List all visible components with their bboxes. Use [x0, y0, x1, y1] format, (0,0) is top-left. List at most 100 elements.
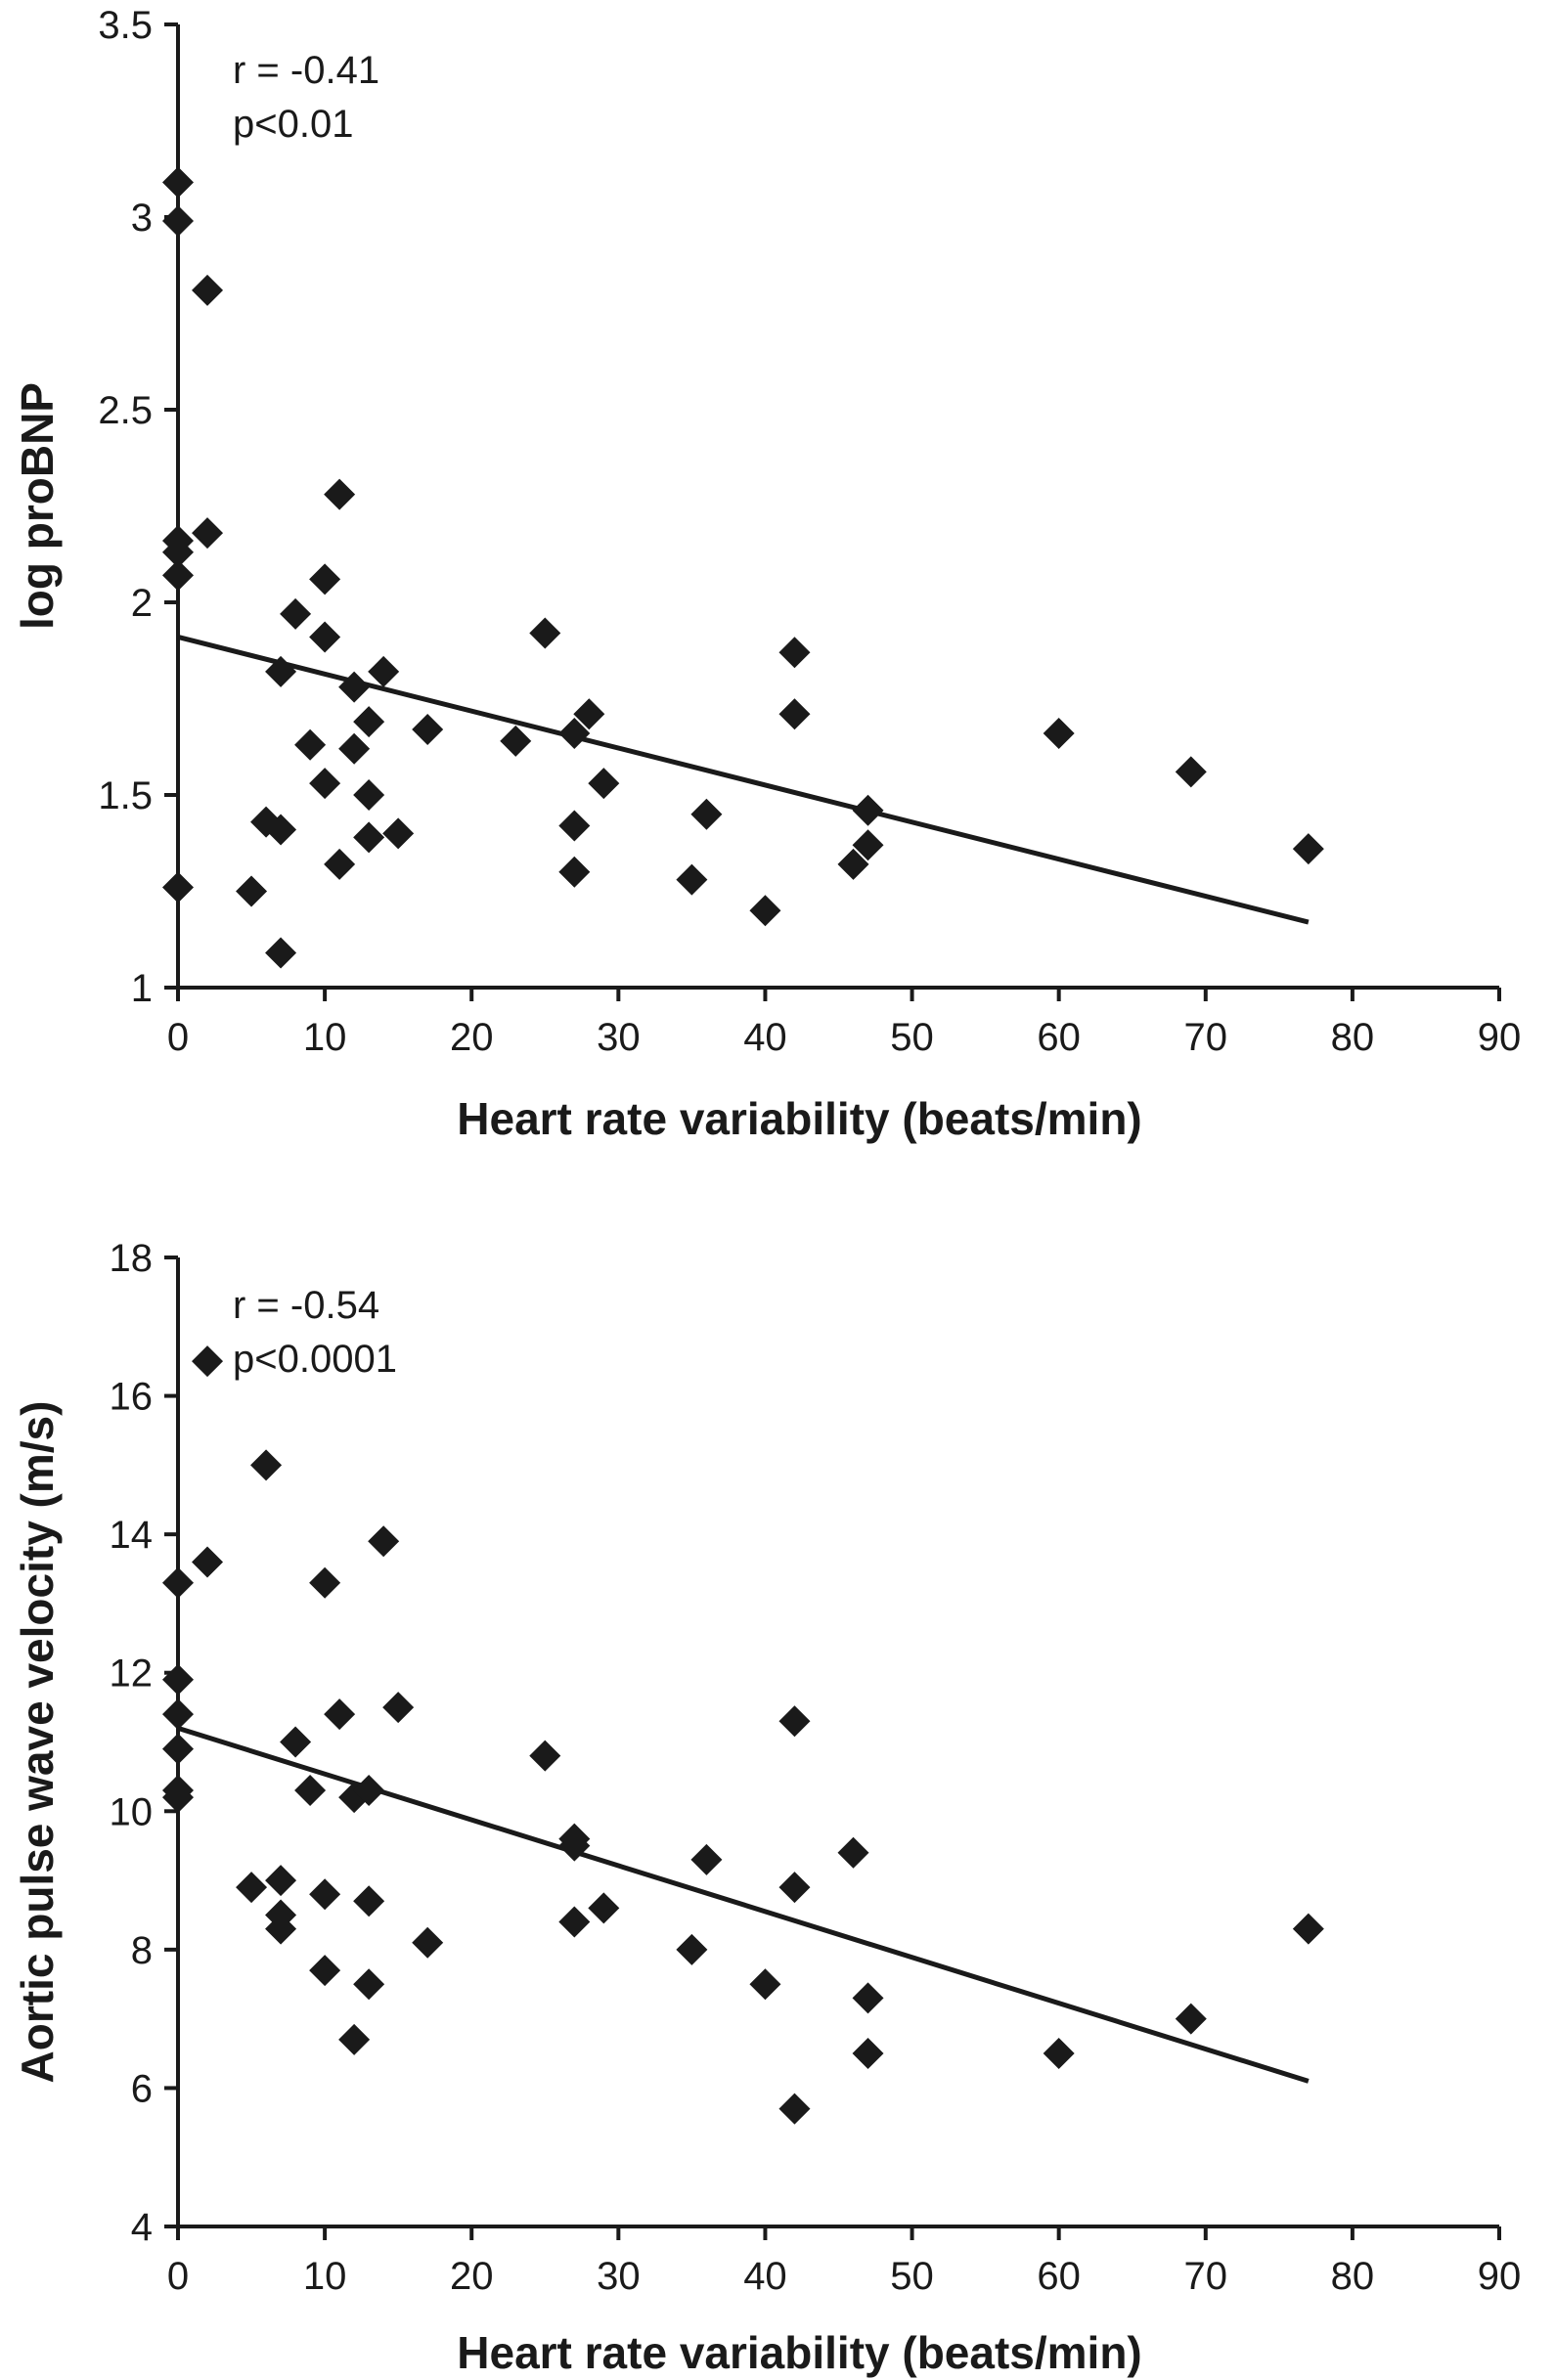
chart-pulse-wave-velocity: 4 6 8 10 12 14 16 18 0 10 20 30 40 50 60 70 80 90 Heart …	[12, 1237, 1521, 2378]
data-point	[500, 725, 532, 757]
data-point	[250, 1449, 283, 1481]
data-point	[558, 810, 591, 842]
data-point	[294, 728, 327, 761]
x-tick-label: 80	[1331, 2255, 1375, 2298]
data-point	[778, 2093, 811, 2125]
data-point	[192, 517, 224, 550]
data-point	[837, 1836, 869, 1869]
y-tick-label: 8	[131, 1929, 153, 1972]
data-point	[558, 717, 591, 749]
x-tick-label: 40	[743, 1016, 787, 1059]
data-point	[236, 875, 268, 907]
data-point	[192, 1546, 224, 1578]
data-point	[412, 714, 444, 746]
data-point	[353, 1885, 385, 1917]
x-tick-label: 70	[1184, 1016, 1228, 1059]
data-point	[353, 1775, 385, 1807]
y-tick-label: 3	[131, 197, 153, 240]
data-point	[192, 274, 224, 306]
data-point	[778, 698, 811, 730]
data-point	[353, 1968, 385, 2001]
data-point	[778, 1705, 811, 1738]
data-point	[265, 814, 297, 846]
data-point	[236, 1872, 268, 1904]
data-point	[588, 768, 620, 800]
x-tick-label: 90	[1478, 2255, 1522, 2298]
data-point	[412, 1926, 444, 1959]
x-tick-label: 0	[167, 2255, 189, 2298]
data-point	[162, 1663, 194, 1696]
y-tick-label: 1.5	[98, 774, 153, 817]
y-tick-label: 10	[110, 1790, 154, 1833]
data-point	[309, 621, 341, 653]
data-point	[382, 1692, 415, 1724]
data-point	[338, 732, 371, 765]
y-tick-label: 12	[110, 1653, 154, 1696]
data-point	[309, 1955, 341, 1987]
p-value-label: p<0.0001	[233, 1338, 397, 1381]
x-axis-title: Heart rate variability (beats/min)	[457, 1093, 1141, 1144]
data-point	[265, 1865, 297, 1897]
data-point	[588, 1892, 620, 1924]
data-point	[573, 698, 605, 730]
y-ticks: 4 6 8 10 12 14 16 18	[110, 1237, 178, 2249]
data-point	[324, 848, 356, 880]
data-point	[353, 779, 385, 811]
data-point	[162, 1733, 194, 1765]
data-point	[852, 829, 884, 861]
data-point	[265, 655, 297, 687]
data-point	[749, 1968, 781, 2001]
data-point	[368, 1525, 400, 1558]
y-tick-label: 6	[131, 2067, 153, 2110]
data-point	[162, 871, 194, 904]
x-tick-label: 50	[890, 2255, 934, 2298]
data-point	[294, 1775, 327, 1807]
y-tick-label: 1	[131, 967, 153, 1010]
y-tick-label: 14	[110, 1514, 154, 1557]
data-point	[778, 637, 811, 669]
data-point	[558, 1906, 591, 1938]
data-point	[558, 856, 591, 888]
data-point	[1292, 1913, 1324, 1945]
data-point	[324, 478, 356, 510]
data-point	[162, 1698, 194, 1731]
y-tick-label: 4	[131, 2206, 153, 2249]
data-point	[676, 1933, 708, 1965]
data-point	[162, 559, 194, 592]
data-point	[338, 671, 371, 703]
data-point	[309, 1878, 341, 1911]
x-tick-label: 60	[1037, 1016, 1081, 1059]
data-point	[162, 1782, 194, 1814]
x-tick-label: 30	[597, 2255, 641, 2298]
data-point	[309, 1566, 341, 1599]
data-points	[162, 166, 1324, 969]
data-point	[676, 863, 708, 896]
data-point	[368, 655, 400, 687]
data-point	[280, 1726, 312, 1758]
data-point	[852, 1982, 884, 2014]
correlation-label: r = -0.41	[233, 49, 379, 92]
y-tick-label: 2	[131, 582, 153, 625]
x-ticks: 0 10 20 30 40 50 60 70 80 90	[167, 988, 1521, 1059]
data-point	[353, 821, 385, 854]
p-value-label: p<0.01	[233, 103, 353, 146]
data-point	[265, 937, 297, 969]
y-tick-label: 3.5	[98, 4, 153, 47]
data-point	[1175, 756, 1207, 788]
data-point	[852, 2038, 884, 2070]
data-point	[690, 798, 723, 830]
data-point	[353, 706, 385, 738]
x-tick-label: 20	[450, 1016, 494, 1059]
x-tick-label: 40	[743, 2255, 787, 2298]
data-point	[382, 817, 415, 850]
data-point	[1175, 2003, 1207, 2035]
y-axis-title: log proBNP	[12, 382, 63, 630]
data-point	[192, 1345, 224, 1378]
data-point	[1043, 717, 1075, 749]
y-tick-label: 2.5	[98, 389, 153, 432]
x-tick-label: 0	[167, 1016, 189, 1059]
x-tick-label: 80	[1331, 1016, 1375, 1059]
data-point	[1292, 833, 1324, 865]
x-tick-label: 20	[450, 2255, 494, 2298]
data-point	[690, 1843, 723, 1875]
